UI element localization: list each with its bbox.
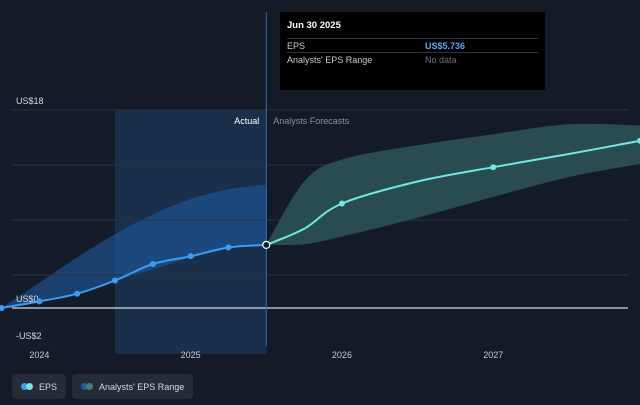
eps-point — [0, 305, 5, 311]
tooltip-eps-value: US$5.736 — [425, 40, 466, 51]
forecast-point — [338, 200, 345, 207]
eps-point — [111, 277, 118, 284]
x-tick-2025: 2025 — [181, 350, 201, 360]
tooltip-eps-label: EPS — [287, 40, 306, 51]
range-legend-icon — [81, 383, 94, 390]
chart-legend: EPS Analysts' EPS Range — [12, 374, 194, 399]
forecast-point — [637, 137, 640, 144]
y-label-negative: -US$2 — [16, 331, 42, 341]
tooltip-row-eps: EPS US$5.736 — [287, 38, 538, 52]
eps-legend-icon — [21, 383, 33, 390]
legend-eps-label: EPS — [39, 381, 58, 392]
tooltip-range-value: No data — [425, 54, 457, 65]
eps-point — [36, 298, 43, 305]
past-range-band-layer — [1, 110, 267, 354]
x-tick-2026: 2026 — [332, 350, 352, 360]
series-lines — [1, 139, 640, 309]
tooltip-date: Jun 30 2025 — [287, 20, 341, 31]
eps-actual-line — [1, 243, 267, 309]
eps-point — [149, 261, 156, 267]
hover-tooltip: Jun 30 2025 EPS US$5.736 Analysts' EPS R… — [280, 12, 545, 90]
region-label-actual: Actual — [234, 116, 259, 126]
y-label-top: US$18 — [16, 96, 44, 106]
eps-point — [74, 290, 81, 297]
axis-labels: Actual Analysts Forecasts US$18 US$0 -US… — [16, 96, 503, 360]
x-tick-2024: 2024 — [29, 350, 49, 360]
eps-point — [187, 253, 194, 260]
legend-range-label: Analysts' EPS Range — [99, 381, 185, 392]
eps-point — [225, 244, 232, 251]
eps-forecast-line — [265, 139, 640, 246]
tooltip-row-range: Analysts' EPS Range No data — [287, 52, 538, 66]
legend-eps-toggle[interactable]: EPS — [12, 374, 67, 399]
tooltip-range-label: Analysts' EPS Range — [287, 54, 373, 65]
x-tick-2027: 2027 — [483, 350, 503, 360]
data-points — [0, 137, 640, 311]
past-range-band — [1, 184, 267, 308]
legend-range-toggle[interactable]: Analysts' EPS Range — [72, 374, 194, 399]
forecast-range-band — [266, 123, 640, 246]
eps-highlight-point — [262, 240, 271, 250]
forecast-point — [490, 164, 497, 171]
region-label-forecast: Analysts Forecasts — [273, 116, 350, 126]
y-label-zero: US$0 — [16, 294, 39, 304]
forecast-range-band-layer — [266, 123, 640, 246]
